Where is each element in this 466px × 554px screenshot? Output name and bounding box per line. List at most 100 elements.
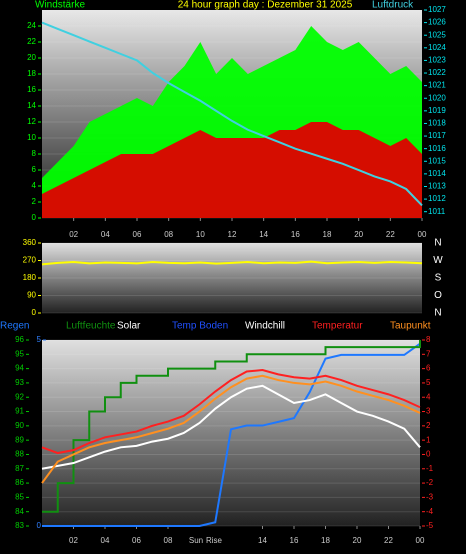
y-tick-label: 2 bbox=[426, 421, 431, 430]
x-tick-label: 22 bbox=[386, 230, 395, 239]
direction-label: N bbox=[434, 238, 441, 249]
y-tick-label: 180 bbox=[23, 273, 37, 282]
y-tick-label: 1024 bbox=[428, 43, 446, 52]
y-tick-label: 96 bbox=[15, 335, 24, 344]
x-tick-label: 10 bbox=[196, 230, 205, 239]
y-tick-label: 90 bbox=[27, 291, 36, 300]
y-tick-label: 22 bbox=[27, 37, 36, 46]
series-line bbox=[41, 374, 421, 484]
legend-label: Windstärke bbox=[35, 0, 85, 11]
x-tick-label: 08 bbox=[164, 536, 173, 545]
x-tick-label: 04 bbox=[101, 536, 110, 545]
direction-label: W bbox=[433, 255, 443, 266]
y-tick-label: 20 bbox=[27, 53, 36, 62]
y-tick-label: 0 bbox=[32, 213, 37, 222]
y-tick-label: 91 bbox=[15, 407, 24, 416]
y-tick-label: 7 bbox=[426, 349, 431, 358]
y-tick-label: 8 bbox=[32, 149, 37, 158]
y-tick-label: 0 bbox=[37, 521, 42, 530]
legend-label: Taupunkt bbox=[390, 321, 431, 332]
y-tick-label: 1019 bbox=[428, 106, 446, 115]
legend-label: Solar bbox=[117, 321, 141, 332]
y-tick-label: 90 bbox=[15, 421, 24, 430]
y-tick-label: 1026 bbox=[428, 18, 446, 27]
y-tick-label: -4 bbox=[426, 507, 434, 516]
direction-label: N bbox=[434, 308, 441, 319]
y-tick-label: 6 bbox=[32, 165, 37, 174]
x-tick-label: 08 bbox=[164, 230, 173, 239]
x-tick-label: 14 bbox=[258, 536, 267, 545]
plot-area bbox=[42, 243, 422, 313]
series-line bbox=[41, 384, 421, 470]
y-tick-label: 1025 bbox=[428, 30, 446, 39]
y-tick-label: 270 bbox=[23, 256, 37, 265]
y-tick-label: -3 bbox=[426, 492, 434, 501]
y-tick-label: 0 bbox=[426, 450, 431, 459]
y-tick-label: 1016 bbox=[428, 144, 446, 153]
x-tick-label: 14 bbox=[259, 230, 268, 239]
legend-label: Windchill bbox=[245, 321, 285, 332]
y-tick-label: 1023 bbox=[428, 56, 446, 65]
y-tick-label: 10 bbox=[27, 133, 36, 142]
x-tick-label: 20 bbox=[353, 536, 362, 545]
y-tick-label: 1012 bbox=[428, 194, 446, 203]
y-tick-label: 1021 bbox=[428, 81, 446, 90]
y-tick-label: 1 bbox=[426, 435, 431, 444]
y-tick-label: 1018 bbox=[428, 119, 446, 128]
y-tick-label: 8 bbox=[426, 335, 431, 344]
x-tick-label: 00 bbox=[418, 230, 427, 239]
y-tick-label: 89 bbox=[15, 435, 24, 444]
y-tick-label: 6 bbox=[426, 364, 431, 373]
x-tick-label: 22 bbox=[384, 536, 393, 545]
y-tick-label: 2 bbox=[32, 197, 37, 206]
y-tick-label: 1015 bbox=[428, 156, 446, 165]
y-tick-label: 16 bbox=[27, 85, 36, 94]
y-tick-label: 92 bbox=[15, 392, 24, 401]
y-tick-label: 1017 bbox=[428, 131, 446, 140]
y-tick-label: 95 bbox=[15, 349, 24, 358]
y-tick-label: 83 bbox=[15, 521, 24, 530]
y-tick-label: 1014 bbox=[428, 169, 446, 178]
annotation: Sun bbox=[189, 536, 203, 545]
x-tick-label: 06 bbox=[133, 230, 142, 239]
annotation: Rise bbox=[206, 536, 223, 545]
y-tick-label: 88 bbox=[15, 450, 24, 459]
y-tick-label: 18 bbox=[27, 69, 36, 78]
x-tick-label: 00 bbox=[416, 536, 425, 545]
series-line bbox=[41, 21, 423, 207]
y-tick-label: 1013 bbox=[428, 182, 446, 191]
y-tick-label: -1 bbox=[426, 464, 434, 473]
direction-label: S bbox=[435, 273, 442, 284]
y-tick-label: 24 bbox=[27, 21, 36, 30]
y-tick-label: 1022 bbox=[428, 68, 446, 77]
x-tick-label: 16 bbox=[290, 536, 299, 545]
y-tick-label: 360 bbox=[23, 238, 37, 247]
x-tick-label: 18 bbox=[321, 536, 330, 545]
chart-title: 24 hour graph day : Dezember 31 2025 bbox=[178, 0, 353, 11]
x-tick-label: 16 bbox=[291, 230, 300, 239]
y-tick-label: 1020 bbox=[428, 93, 446, 102]
legend-label: Temp Boden bbox=[172, 321, 228, 332]
step-line bbox=[42, 340, 421, 513]
legend-label: Luftfeuchte bbox=[66, 321, 116, 332]
y-tick-label: 12 bbox=[27, 117, 36, 126]
y-tick-label: 84 bbox=[15, 507, 24, 516]
y-tick-label: 14 bbox=[27, 101, 36, 110]
y-tick-label: 4 bbox=[426, 392, 431, 401]
series-line bbox=[42, 342, 421, 527]
legend-label: Temperatur bbox=[312, 321, 363, 332]
series-line bbox=[41, 369, 421, 455]
x-tick-label: 04 bbox=[101, 230, 110, 239]
y-tick-label: 86 bbox=[15, 478, 24, 487]
direction-label: O bbox=[434, 290, 442, 301]
x-tick-label: 02 bbox=[69, 230, 78, 239]
y-tick-label: 5 bbox=[37, 335, 42, 344]
y-tick-label: 5 bbox=[426, 378, 431, 387]
y-tick-label: 3 bbox=[426, 407, 431, 416]
x-tick-label: 02 bbox=[69, 536, 78, 545]
y-tick-label: 85 bbox=[15, 492, 24, 501]
y-tick-label: 1027 bbox=[428, 5, 446, 14]
series-line bbox=[41, 260, 423, 266]
